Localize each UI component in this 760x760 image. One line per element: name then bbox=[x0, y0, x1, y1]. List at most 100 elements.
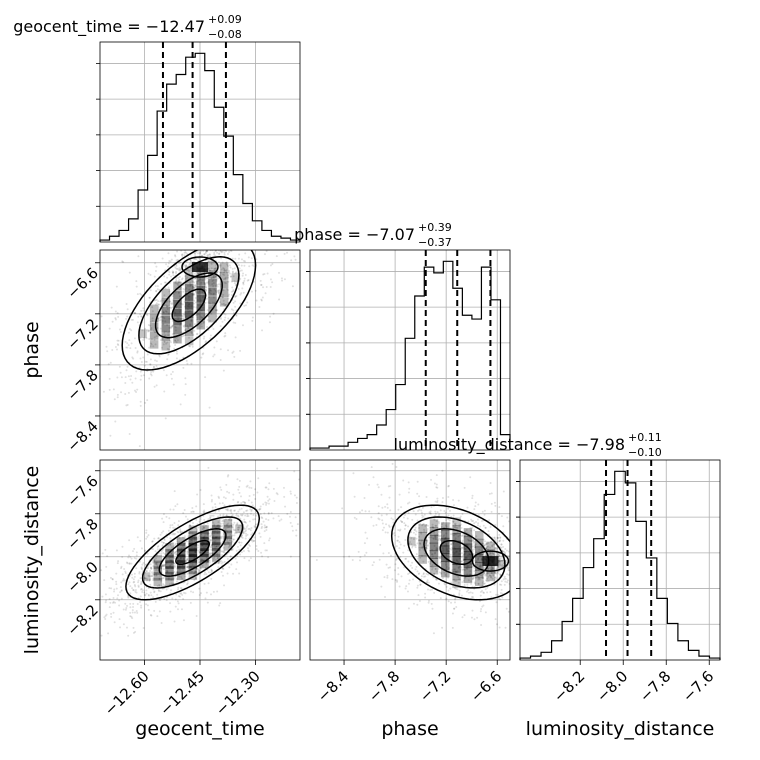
scatter-point bbox=[488, 519, 491, 522]
x-tick-label: −8.0 bbox=[593, 667, 631, 705]
scatter-point bbox=[268, 245, 270, 247]
scatter-point bbox=[196, 546, 199, 549]
scatter-point bbox=[154, 330, 157, 333]
scatter-point bbox=[199, 278, 202, 281]
scatter-point bbox=[149, 324, 152, 327]
scatter-point bbox=[180, 253, 183, 256]
scatter-point bbox=[147, 534, 150, 537]
scatter-point bbox=[268, 539, 271, 542]
scatter-point bbox=[365, 577, 368, 580]
scatter-point bbox=[188, 283, 191, 286]
scatter-point bbox=[104, 601, 107, 604]
scatter-point bbox=[260, 298, 263, 301]
scatter-point bbox=[231, 534, 234, 537]
scatter-point bbox=[404, 557, 407, 560]
scatter-point bbox=[208, 291, 211, 294]
scatter-point bbox=[233, 248, 235, 250]
scatter-point bbox=[260, 516, 263, 519]
scatter-point bbox=[450, 543, 453, 546]
scatter-point bbox=[423, 528, 426, 531]
scatter-point bbox=[95, 455, 97, 457]
scatter-point bbox=[372, 524, 375, 527]
scatter-point bbox=[139, 313, 142, 316]
scatter-point bbox=[235, 294, 238, 297]
scatter-point bbox=[154, 285, 157, 288]
scatter-point bbox=[146, 535, 149, 538]
scatter-point bbox=[149, 566, 152, 569]
scatter-point bbox=[191, 285, 194, 288]
scatter-point bbox=[214, 210, 216, 212]
scatter-point bbox=[182, 324, 185, 327]
scatter-point bbox=[491, 552, 494, 555]
scatter-point bbox=[175, 280, 178, 283]
scatter-point bbox=[153, 331, 156, 334]
scatter-point bbox=[230, 512, 233, 515]
scatter-point bbox=[120, 391, 123, 394]
scatter-point bbox=[470, 580, 473, 583]
scatter-point bbox=[268, 321, 271, 324]
scatter-point bbox=[118, 618, 121, 621]
scatter-point bbox=[170, 552, 173, 555]
scatter-point bbox=[186, 565, 189, 568]
scatter-point bbox=[139, 583, 142, 586]
scatter-point bbox=[227, 276, 230, 279]
scatter-point bbox=[470, 595, 473, 598]
scatter-point bbox=[499, 560, 502, 563]
scatter-point bbox=[116, 562, 119, 565]
scatter-point bbox=[432, 537, 435, 540]
scatter-point bbox=[442, 535, 445, 538]
scatter-point bbox=[167, 286, 170, 289]
scatter-point bbox=[395, 558, 398, 561]
scatter-point bbox=[163, 553, 166, 556]
scatter-point bbox=[506, 516, 509, 519]
scatter-point bbox=[212, 590, 215, 593]
scatter-point bbox=[459, 568, 462, 571]
scatter-point bbox=[164, 281, 167, 284]
scatter-point bbox=[208, 539, 211, 542]
scatter-point bbox=[261, 525, 264, 528]
scatter-point bbox=[269, 286, 272, 289]
scatter-point bbox=[396, 579, 399, 582]
scatter-point bbox=[223, 281, 226, 284]
scatter-point bbox=[202, 525, 205, 528]
scatter-point bbox=[215, 279, 218, 282]
scatter-point bbox=[243, 304, 246, 307]
scatter-point bbox=[126, 403, 129, 406]
scatter-point bbox=[231, 270, 234, 273]
scatter-point bbox=[193, 572, 196, 575]
scatter-point bbox=[165, 571, 168, 574]
scatter-point bbox=[133, 312, 136, 315]
scatter-point bbox=[237, 514, 240, 517]
scatter-point bbox=[255, 548, 258, 551]
density-cell bbox=[173, 290, 182, 300]
scatter-point bbox=[480, 558, 483, 561]
scatter-point bbox=[166, 276, 169, 279]
scatter-point bbox=[214, 267, 217, 270]
contour-line bbox=[171, 288, 207, 323]
scatter-point bbox=[110, 587, 113, 590]
scatter-point bbox=[160, 346, 163, 349]
scatter-point bbox=[238, 541, 241, 544]
scatter-point bbox=[184, 275, 187, 278]
density-cell bbox=[452, 556, 461, 565]
scatter-point bbox=[186, 558, 189, 561]
scatter-point bbox=[186, 572, 189, 575]
scatter-point bbox=[164, 287, 167, 290]
scatter-point bbox=[193, 277, 196, 280]
scatter-point bbox=[370, 466, 373, 469]
scatter-point bbox=[521, 564, 523, 566]
scatter-point bbox=[236, 545, 239, 548]
scatter-point bbox=[382, 552, 385, 555]
scatter-point bbox=[420, 509, 423, 512]
scatter-point bbox=[131, 587, 134, 590]
scatter-point bbox=[223, 312, 226, 315]
scatter-point bbox=[149, 342, 152, 345]
scatter-point bbox=[146, 329, 149, 332]
density-cell bbox=[211, 542, 221, 551]
scatter-point bbox=[182, 366, 185, 369]
scatter-point bbox=[435, 570, 438, 573]
scatter-point bbox=[175, 282, 178, 285]
scatter-point bbox=[418, 495, 421, 498]
scatter-point bbox=[182, 546, 185, 549]
scatter-point bbox=[157, 300, 160, 303]
